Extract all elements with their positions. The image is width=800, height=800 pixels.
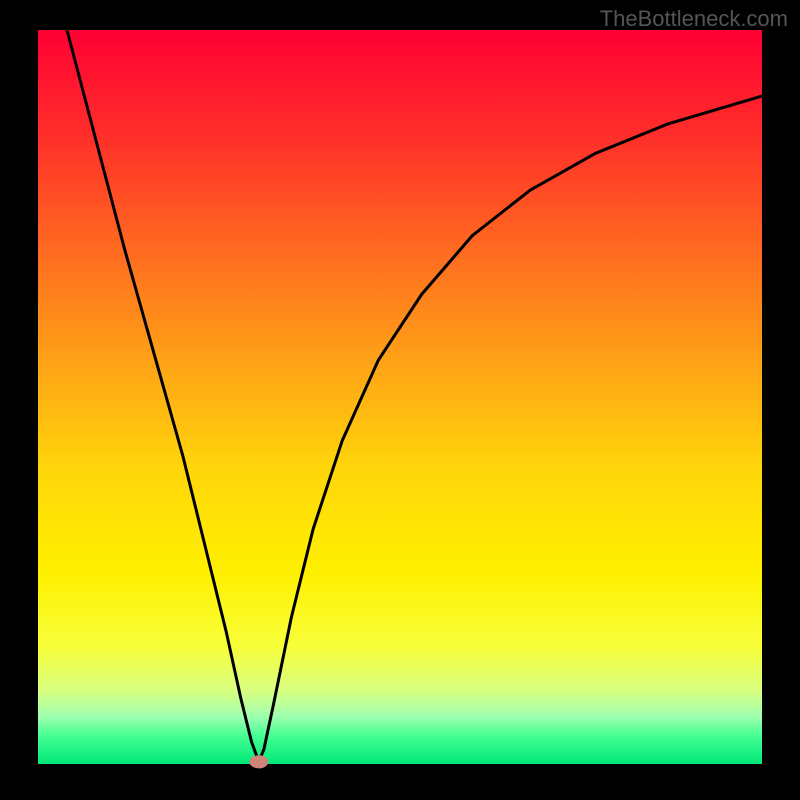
optimal-point-marker [249, 755, 268, 768]
bottleneck-curve-chart [0, 0, 800, 800]
chart-wrapper: TheBottleneck.com [0, 0, 800, 800]
